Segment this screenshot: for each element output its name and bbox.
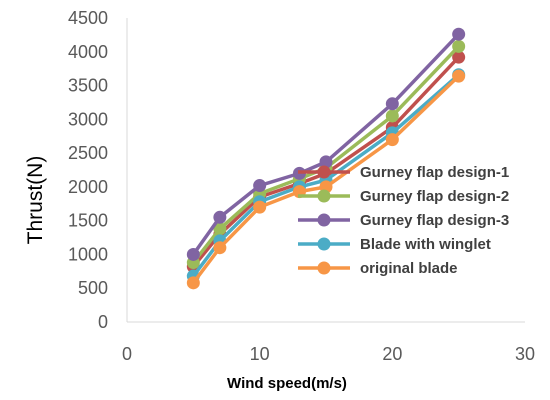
data-point xyxy=(385,133,399,147)
legend-item: Gurney flap design-3 xyxy=(298,212,509,229)
x-tick-labels: 0 10 20 30 xyxy=(122,344,535,364)
legend-marker xyxy=(317,261,331,275)
y-tick-label: 1500 xyxy=(68,211,108,231)
y-tick-labels: 0 500 1000 1500 2000 2500 3000 3500 4000 4500 xyxy=(68,8,108,332)
x-tick-label: 10 xyxy=(250,344,270,364)
y-tick-label: 500 xyxy=(78,278,108,298)
data-point xyxy=(253,179,267,193)
data-point xyxy=(452,69,466,83)
legend-item: Blade with winglet xyxy=(298,236,491,253)
legend-marker xyxy=(317,237,331,251)
y-tick-label: 4000 xyxy=(68,42,108,62)
y-tick-label: 3000 xyxy=(68,109,108,129)
legend: Gurney flap design-1 Gurney flap design-2… xyxy=(298,164,509,277)
data-point xyxy=(319,155,333,169)
legend-label: Gurney flap design-1 xyxy=(360,164,509,181)
data-point xyxy=(213,222,227,236)
y-tick-label: 4500 xyxy=(68,8,108,28)
legend-label: Blade with winglet xyxy=(360,236,491,253)
data-point xyxy=(253,200,267,214)
data-point xyxy=(452,27,466,41)
legend-label: Gurney flap design-3 xyxy=(360,212,509,229)
data-point xyxy=(186,276,200,290)
legend-item: Gurney flap design-1 xyxy=(298,164,509,181)
data-point xyxy=(213,210,227,224)
data-point xyxy=(186,247,200,261)
legend-label: Gurney flap design-2 xyxy=(360,188,509,205)
legend-item: original blade xyxy=(298,260,458,277)
y-tick-label: 1000 xyxy=(68,244,108,264)
x-tick-label: 0 xyxy=(122,344,132,364)
legend-marker xyxy=(317,189,331,203)
x-tick-label: 20 xyxy=(382,344,402,364)
data-point xyxy=(452,39,466,53)
data-point xyxy=(452,50,466,64)
x-axis-label: Wind speed(m/s) xyxy=(227,375,347,392)
data-point xyxy=(213,241,227,255)
legend-label: original blade xyxy=(360,260,458,277)
y-tick-label: 2500 xyxy=(68,143,108,163)
x-tick-label: 30 xyxy=(515,344,535,364)
y-tick-label: 2000 xyxy=(68,177,108,197)
data-point xyxy=(385,109,399,123)
legend-marker xyxy=(317,213,331,227)
data-point xyxy=(385,97,399,111)
legend-item: Gurney flap design-2 xyxy=(298,188,509,205)
y-axis-label: Thrust(N) xyxy=(24,156,47,245)
y-tick-label: 0 xyxy=(98,312,108,332)
legend-marker xyxy=(317,165,331,179)
y-tick-label: 3500 xyxy=(68,76,108,96)
